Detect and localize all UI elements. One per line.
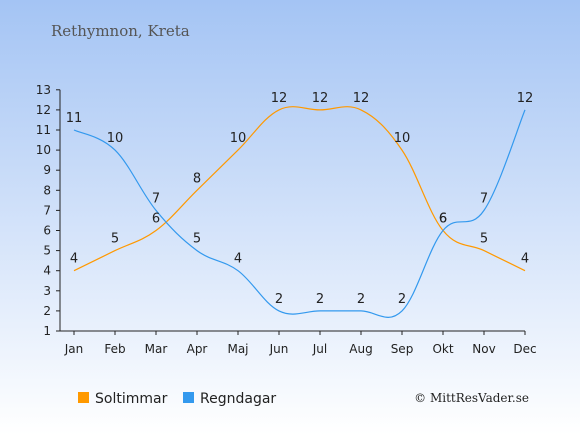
x-tick-label: Feb xyxy=(104,342,125,356)
legend-swatch xyxy=(183,392,194,403)
legend: Soltimmar Regndagar xyxy=(78,391,276,407)
data-label-regndagar: 7 xyxy=(152,191,160,206)
x-tick-label: Dec xyxy=(513,342,536,356)
x-tick-label: Mar xyxy=(145,342,168,356)
series-line-soltimmar xyxy=(73,106,526,272)
y-tick-label: 1 xyxy=(43,324,51,338)
chart-title: Rethymnon, Kreta xyxy=(51,22,190,40)
copyright-text: © MittResVader.se xyxy=(414,391,529,405)
x-tick-label: Maj xyxy=(227,342,248,356)
y-tick-label: 6 xyxy=(43,224,51,238)
data-label-soltimmar: 12 xyxy=(312,91,329,106)
x-tick-label: Sep xyxy=(391,342,414,356)
x-tick-label: Okt xyxy=(432,342,453,356)
data-label-soltimmar: 4 xyxy=(521,252,529,267)
series-line-regndagar xyxy=(73,109,526,318)
y-tick-label: 12 xyxy=(36,103,51,117)
data-label-soltimmar: 4 xyxy=(70,252,78,267)
y-tick-label: 10 xyxy=(36,143,51,157)
data-label-soltimmar: 8 xyxy=(193,171,201,186)
data-label-regndagar: 5 xyxy=(193,232,201,247)
data-label-regndagar: 2 xyxy=(275,292,283,307)
y-tick-label: 13 xyxy=(36,83,51,97)
data-label-regndagar: 4 xyxy=(234,252,242,267)
y-tick-label: 7 xyxy=(43,203,51,217)
y-tick-label: 2 xyxy=(43,304,51,318)
series-layer xyxy=(73,106,526,318)
x-tick-label: Nov xyxy=(472,342,495,356)
data-label-regndagar: 11 xyxy=(66,111,83,126)
data-label-soltimmar: 12 xyxy=(353,91,370,106)
data-label-regndagar: 2 xyxy=(398,292,406,307)
x-tick-label: Jul xyxy=(312,342,327,356)
data-label-regndagar: 10 xyxy=(107,131,124,146)
data-label-regndagar: 2 xyxy=(316,292,324,307)
x-tick-label: Jun xyxy=(269,342,289,356)
x-tick-label: Jan xyxy=(64,342,84,356)
data-label-soltimmar: 5 xyxy=(111,232,119,247)
data-label-soltimmar: 6 xyxy=(439,212,447,227)
legend-swatch xyxy=(78,392,89,403)
x-tick-label: Apr xyxy=(187,342,208,356)
data-label-regndagar: 12 xyxy=(517,91,534,106)
data-label-soltimmar: 10 xyxy=(230,131,247,146)
legend-label: Soltimmar xyxy=(95,391,168,407)
data-label-regndagar: 2 xyxy=(357,292,365,307)
y-tick-label: 8 xyxy=(43,183,51,197)
data-label-soltimmar: 12 xyxy=(271,91,288,106)
data-label-soltimmar: 10 xyxy=(394,131,411,146)
y-tick-label: 5 xyxy=(43,244,51,258)
y-tick-label: 11 xyxy=(36,123,51,137)
y-tick-label: 4 xyxy=(43,264,51,278)
legend-label: Regndagar xyxy=(200,391,276,407)
x-tick-label: Aug xyxy=(349,342,372,356)
data-label-regndagar: 7 xyxy=(480,191,488,206)
data-label-soltimmar: 5 xyxy=(480,232,488,247)
data-label-regndagar: 6 xyxy=(439,212,447,227)
y-tick-label: 3 xyxy=(43,284,51,298)
y-tick-label: 9 xyxy=(43,163,51,177)
data-label-soltimmar: 6 xyxy=(152,212,160,227)
